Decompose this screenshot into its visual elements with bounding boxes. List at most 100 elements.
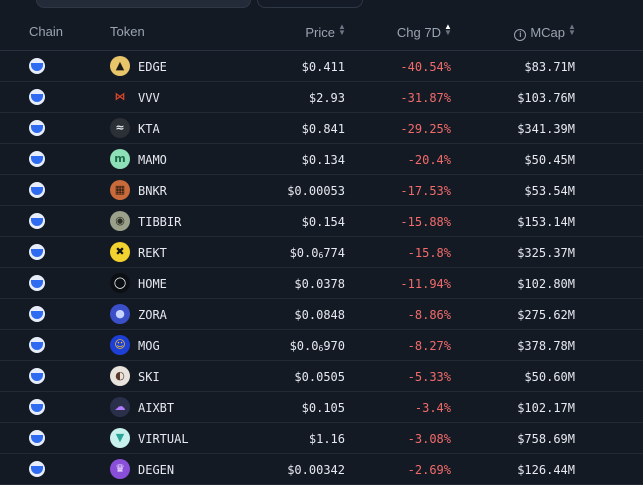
table-row[interactable]: ● ZORA $0.0848 -8.86% $275.62M [0, 299, 643, 330]
table-row[interactable]: ☁ AIXBT $0.105 -3.4% $102.17M [0, 392, 643, 423]
token-symbol[interactable]: REKT [138, 246, 167, 260]
table-row[interactable]: ≈ KTA $0.841 -29.25% $341.39M [0, 113, 643, 144]
market-cap: $153.14M [517, 215, 575, 229]
bnkr-icon: ▦ [110, 180, 130, 200]
token-symbol[interactable]: BNKR [138, 184, 167, 198]
change-7d: -40.54% [400, 60, 451, 74]
kta-icon: ≈ [110, 118, 130, 138]
sort-icon: ▲ ▼ [338, 22, 346, 37]
ski-icon: ◐ [110, 366, 130, 386]
change-7d: -15.8% [407, 246, 451, 260]
price-zero-count: 6 [318, 251, 324, 260]
change-7d: -2.69% [407, 463, 451, 477]
table-row[interactable]: ◯ HOME $0.0378 -11.94% $102.80M [0, 268, 643, 299]
base-chain-icon [29, 368, 45, 384]
token-symbol[interactable]: TIBBIR [138, 215, 182, 229]
column-header-chg7d[interactable]: Chg 7D ▲ ▼ [396, 22, 452, 41]
change-7d: -8.27% [407, 339, 451, 353]
price-digits: 970 [323, 339, 345, 353]
token-price: $0.06774 [290, 246, 345, 260]
token-price: $0.00053 [287, 184, 345, 198]
token-price: $0.411 [301, 60, 345, 74]
market-cap: $50.45M [524, 153, 575, 167]
token-price: $0.0378 [294, 277, 345, 291]
token-symbol[interactable]: KTA [138, 122, 160, 136]
price-prefix: $0.0 [289, 246, 319, 260]
token-symbol[interactable]: HOME [138, 277, 167, 291]
base-chain-icon [29, 182, 45, 198]
base-chain-icon [29, 399, 45, 415]
token-price: $0.06970 [290, 339, 345, 353]
table-row[interactable]: ⋈ VVV $2.93 -31.87% $103.76M [0, 82, 643, 113]
column-header-mcap-label: MCap [530, 25, 565, 40]
rekt-icon: ✖ [110, 242, 130, 262]
table-row[interactable]: m MAMO $0.134 -20.4% $50.45M [0, 144, 643, 175]
token-table: Chain Token Price ▲ ▼ Chg 7D ▲ ▼ i MCap ▲ ▼ ▲ ED… [0, 10, 643, 485]
base-chain-icon [29, 151, 45, 167]
market-cap: $102.80M [517, 277, 575, 291]
token-symbol[interactable]: MOG [138, 339, 160, 353]
base-chain-icon [29, 120, 45, 136]
token-symbol[interactable]: VIRTUAL [138, 432, 189, 446]
table-row[interactable]: ◐ SKI $0.0505 -5.33% $50.60M [0, 361, 643, 392]
table-row[interactable]: ▲ EDGE $0.411 -40.54% $83.71M [0, 51, 643, 82]
table-row[interactable]: ☺ MOG $0.06970 -8.27% $378.78M [0, 330, 643, 361]
token-symbol[interactable]: MAMO [138, 153, 167, 167]
base-chain-icon [29, 461, 45, 477]
base-chain-icon [29, 58, 45, 74]
change-7d: -15.88% [400, 215, 451, 229]
base-chain-icon [29, 213, 45, 229]
base-chain-icon [29, 337, 45, 353]
column-header-price[interactable]: Price ▲ ▼ [305, 22, 346, 41]
sort-icon: ▲ ▼ [568, 22, 576, 37]
change-7d: -5.33% [407, 370, 451, 384]
info-icon[interactable]: i [514, 29, 527, 41]
mamo-icon: m [110, 149, 130, 169]
table-row[interactable]: ▦ BNKR $0.00053 -17.53% $53.54M [0, 175, 643, 206]
base-chain-icon [29, 306, 45, 322]
base-chain-icon [29, 244, 45, 260]
tibbir-icon: ◉ [110, 211, 130, 231]
table-row[interactable]: ◉ TIBBIR $0.154 -15.88% $153.14M [0, 206, 643, 237]
home-icon: ◯ [110, 273, 130, 293]
token-symbol[interactable]: SKI [138, 370, 160, 384]
top-filter-bar [0, 0, 643, 8]
column-header-chg7d-label: Chg 7D [396, 25, 441, 40]
market-cap: $126.44M [517, 463, 575, 477]
virtual-icon: ▼ [110, 428, 130, 448]
token-price: $0.105 [301, 401, 345, 415]
change-7d: -29.25% [400, 122, 451, 136]
market-cap: $103.76M [517, 91, 575, 105]
column-header-token[interactable]: Token [110, 24, 145, 39]
degen-icon: ♛ [110, 459, 130, 479]
column-header-chain[interactable]: Chain [29, 24, 63, 39]
table-row[interactable]: ▼ VIRTUAL $1.16 -3.08% $758.69M [0, 423, 643, 454]
token-price: $0.00342 [287, 463, 345, 477]
sort-ascending-icon: ▲ ▼ [444, 22, 452, 37]
vvv-icon: ⋈ [110, 87, 130, 107]
price-digits: 774 [323, 246, 345, 260]
table-body: ▲ EDGE $0.411 -40.54% $83.71M ⋈ VVV $2.93 -31.87… [0, 51, 643, 485]
filter-tab-active[interactable] [36, 0, 251, 8]
market-cap: $83.71M [524, 60, 575, 74]
token-price: $2.93 [308, 91, 345, 105]
change-7d: -3.4% [414, 401, 451, 415]
column-header-mcap[interactable]: i MCap ▲ ▼ [514, 22, 576, 41]
token-symbol[interactable]: DEGEN [138, 463, 175, 477]
token-symbol[interactable]: EDGE [138, 60, 167, 74]
market-cap: $53.54M [524, 184, 575, 198]
token-symbol[interactable]: VVV [138, 91, 160, 105]
filter-tab[interactable] [257, 0, 363, 8]
token-symbol[interactable]: AIXBT [138, 401, 175, 415]
change-7d: -8.86% [407, 308, 451, 322]
table-row[interactable]: ✖ REKT $0.06774 -15.8% $325.37M [0, 237, 643, 268]
market-cap: $378.78M [517, 339, 575, 353]
market-cap: $325.37M [517, 246, 575, 260]
edge-icon: ▲ [110, 56, 130, 76]
token-price: $0.134 [301, 153, 345, 167]
token-symbol[interactable]: ZORA [138, 308, 167, 322]
market-cap: $758.69M [517, 432, 575, 446]
change-7d: -17.53% [400, 184, 451, 198]
table-row[interactable]: ♛ DEGEN $0.00342 -2.69% $126.44M [0, 454, 643, 485]
market-cap: $275.62M [517, 308, 575, 322]
